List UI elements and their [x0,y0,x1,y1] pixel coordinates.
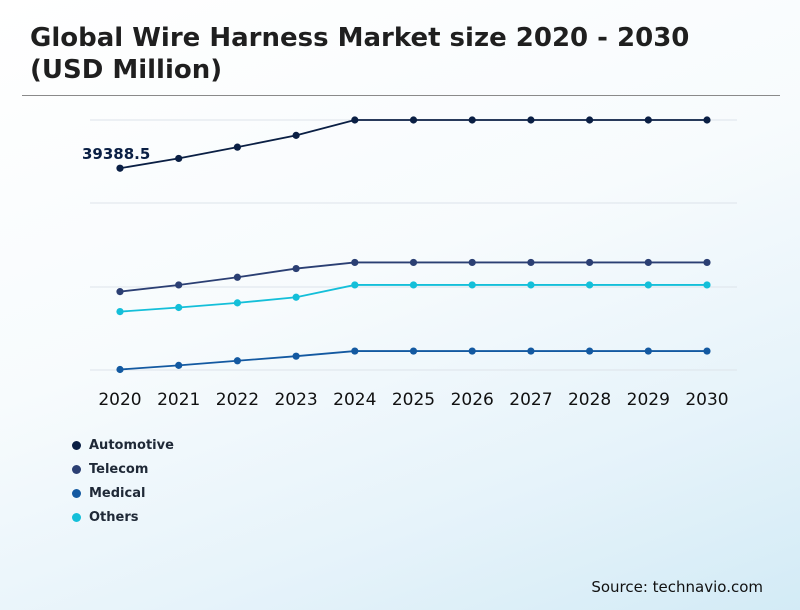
legend-item-telecom: Telecom [72,457,174,481]
legend-marker [72,488,81,498]
data-point-others [292,293,300,301]
data-point-telecom [703,258,711,267]
data-point-medical [644,347,652,355]
x-tick-label: 2028 [568,390,611,410]
data-point-telecom [527,258,535,267]
data-point-medical [703,347,711,355]
data-point-telecom [468,258,476,267]
data-point-others [233,299,241,307]
data-point-medical [351,347,359,355]
data-point-others [468,281,476,289]
x-tick-label: 2027 [509,390,552,410]
data-point-medical [586,347,594,355]
x-tick-label: 2026 [451,390,494,410]
legend-item-medical: Medical [72,481,174,505]
data-label: 39388.5 [82,145,150,163]
data-point-automotive [468,116,476,124]
source-credit: Source: technavio.com [591,578,763,596]
legend-marker [72,464,81,474]
x-tick-label: 2030 [685,390,728,410]
data-point-medical [233,357,241,365]
data-point-others [644,281,652,289]
data-point-automotive [644,116,652,124]
data-point-others [703,281,711,289]
series-line-automotive [119,119,707,170]
data-point-others [409,281,418,289]
data-point-others [527,281,535,289]
data-point-automotive [703,116,711,124]
x-tick-label: 2024 [333,390,376,410]
x-tick-label: 2021 [157,390,200,410]
title-divider [22,95,780,96]
data-point-automotive [586,116,594,124]
legend: Automotive Telecom Medical Others [72,433,174,529]
legend-item-others: Others [72,505,174,529]
legend-label: Medical [89,485,146,501]
legend-item-automotive: Automotive [72,433,174,457]
data-point-medical [116,365,124,374]
data-point-automotive [409,116,418,124]
legend-marker [72,440,81,450]
x-tick-label: 2029 [627,390,670,410]
data-point-medical [292,352,300,360]
data-point-telecom [233,273,241,281]
line-chart: 2020 2021 2022 2023 2024 2025 2026 2027 2028 2029… [82,116,737,410]
data-point-others [116,307,124,316]
data-point-others [351,281,359,289]
data-point-automotive [175,154,183,163]
data-point-telecom [292,264,300,273]
data-point-medical [409,347,418,355]
legend-label: Others [89,509,139,525]
data-point-automotive [116,164,124,172]
data-point-medical [468,347,476,355]
x-tick-label: 2022 [216,390,259,410]
data-point-telecom [644,258,652,267]
data-point-telecom [586,258,594,267]
series-lines [119,119,707,371]
data-labels: 39388.5 [82,145,150,163]
data-point-telecom [175,281,183,289]
x-tick-label: 2025 [392,390,435,410]
data-point-telecom [351,258,359,267]
series-line-others [119,284,707,313]
data-point-others [175,303,183,312]
data-point-automotive [351,116,359,124]
x-axis-ticks: 2020 2021 2022 2023 2024 2025 2026 2027 2028 2029… [98,390,728,410]
legend-marker [72,512,81,522]
legend-label: Telecom [89,461,149,477]
data-point-telecom [116,288,124,296]
chart-title: Global Wire Harness Market size 2020 - 2… [30,23,690,85]
series-points [116,116,711,374]
data-point-automotive [233,143,241,151]
data-point-medical [175,361,183,369]
data-point-automotive [292,131,300,139]
x-tick-label: 2023 [274,390,317,410]
data-point-medical [527,347,535,355]
x-tick-label: 2020 [98,390,141,410]
data-point-telecom [409,258,418,267]
data-point-automotive [527,116,535,124]
legend-label: Automotive [89,437,174,453]
data-point-others [586,281,594,289]
